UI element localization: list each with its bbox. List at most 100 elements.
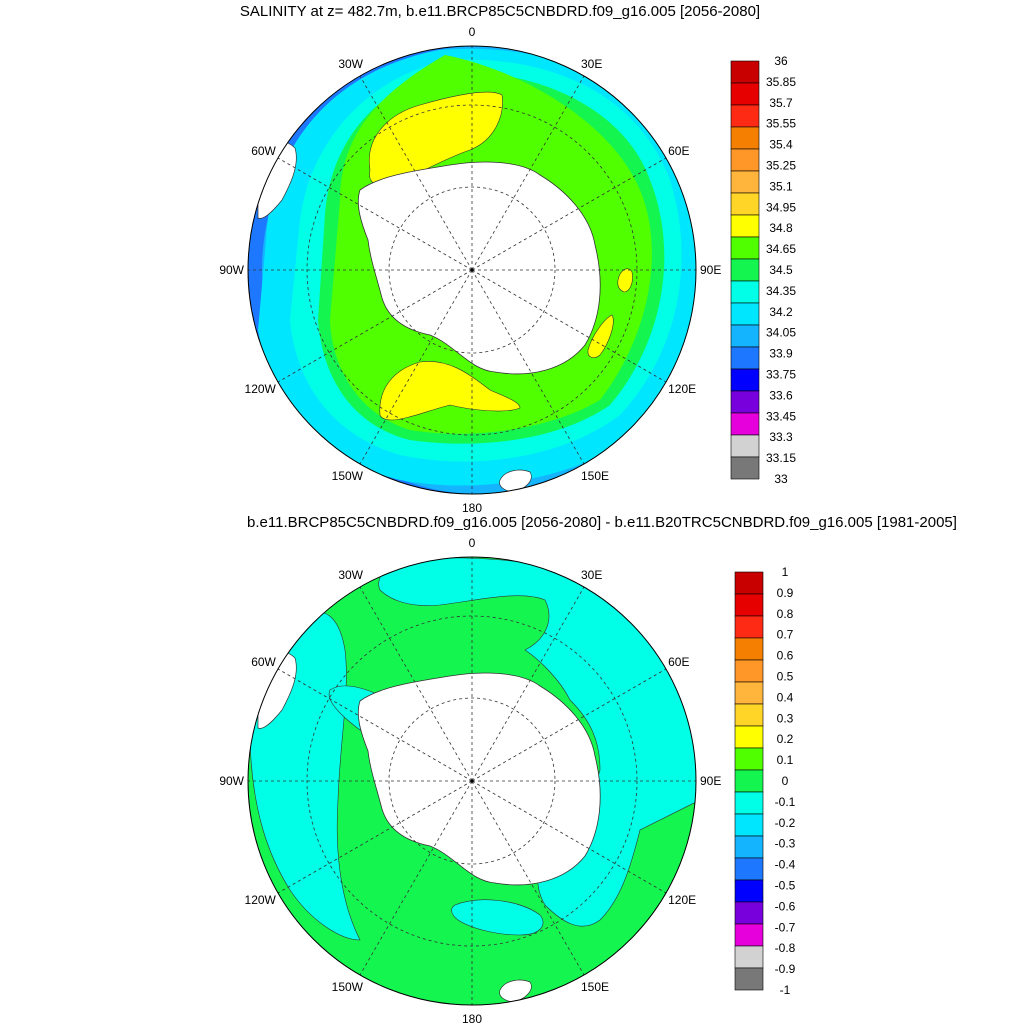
top-longitude-label: 150W <box>332 469 364 483</box>
bottom-colorbar-label: -0.7 <box>775 920 796 934</box>
bottom-longitude-labels: 0 30E 60E 90E 120E 150E 180 150W 120W 90W 60W 30W <box>219 536 721 1024</box>
top-yellow-patch-indian-2 <box>587 314 614 359</box>
top-meridian-10 <box>277 157 473 271</box>
bottom-longitude-label: 180 <box>462 1012 482 1024</box>
bottom-colorbar-label: 0.3 <box>777 711 794 725</box>
bottom-map-title: b.e11.BRCP85C5CNBDRD.f09_g16.005 [2056-2… <box>247 514 957 531</box>
top-map-title: SALINITY at z= 482.7m, b.e11.BRCP85C5CNB… <box>239 3 761 20</box>
bottom-colorbar-swatch <box>734 835 764 859</box>
bottom-polar-map <box>247 556 697 1006</box>
top-colorbar-label: 35.4 <box>769 138 793 152</box>
top-colorbar-swatch <box>730 60 760 84</box>
bottom-meridian-2 <box>471 668 667 782</box>
top-colorbar-swatch <box>730 192 760 216</box>
top-colorbar-swatch <box>730 456 760 480</box>
bottom-map-border <box>247 556 697 1006</box>
bottom-colorbar-label: -0.8 <box>775 941 796 955</box>
bottom-colorbar-swatch <box>734 615 764 639</box>
bottom-cyan-region-pacific <box>451 899 544 936</box>
top-longitude-label: 120W <box>245 382 277 396</box>
top-colorbar-label: 33.15 <box>766 451 796 465</box>
bottom-meridian-5 <box>471 780 585 976</box>
top-meridian-1 <box>471 75 585 271</box>
bottom-colorbar-label: -0.9 <box>775 962 796 976</box>
bottom-colorbar-swatch <box>734 681 764 705</box>
top-meridian-7 <box>359 269 473 465</box>
bottom-meridian-4 <box>471 780 667 894</box>
top-colorbar-label: 33.45 <box>766 409 796 423</box>
bottom-longitude-label: 30W <box>338 568 363 582</box>
bottom-colorbar-label: 0.5 <box>777 670 794 684</box>
top-colorbar-swatch <box>730 346 760 370</box>
bottom-new-zealand <box>499 979 532 1003</box>
bottom-colorbar-swatch <box>734 659 764 683</box>
top-colorbar-swatch <box>730 214 760 238</box>
top-meridian-8 <box>277 269 473 383</box>
top-colorbar-swatch <box>730 390 760 414</box>
bottom-meridian-8 <box>277 780 473 894</box>
top-colorbar-label: 33 <box>774 472 788 486</box>
bottom-colorbar-label: 0.8 <box>777 607 794 621</box>
bottom-colorbar-swatch <box>734 769 764 793</box>
bottom-longitude-label: 90W <box>219 774 244 788</box>
top-colorbar-swatch <box>730 280 760 304</box>
top-colorbar-label: 34.05 <box>766 326 796 340</box>
bottom-colorbar-label: -0.5 <box>775 879 796 893</box>
top-map-border <box>247 45 697 495</box>
bottom-longitude-label: 30E <box>581 568 602 582</box>
top-colorbar-swatch <box>730 302 760 326</box>
top-longitude-label: 60E <box>668 144 689 158</box>
top-meridian-5 <box>471 269 585 465</box>
top-colorbar-label: 35.25 <box>766 159 796 173</box>
top-colorbar-swatch <box>730 104 760 128</box>
top-longitude-label: 60W <box>251 144 276 158</box>
top-longitude-label: 90E <box>700 263 721 277</box>
bottom-antarctica <box>357 672 601 886</box>
top-colorbar-label: 33.3 <box>769 430 793 444</box>
bottom-colorbar-label: -0.1 <box>775 795 796 809</box>
bottom-colorbar-label: -0.2 <box>775 816 796 830</box>
bottom-meridian-11 <box>359 586 473 782</box>
bottom-meridian-10 <box>277 668 473 782</box>
bottom-latitude-circle-inner <box>388 697 556 865</box>
top-colorbar-swatch <box>730 82 760 106</box>
bottom-colorbar-label: -1 <box>780 983 791 997</box>
bottom-colorbar-swatch <box>734 967 764 991</box>
bottom-colorbar-label: 0 <box>782 774 789 788</box>
bottom-longitude-label: 120W <box>245 893 277 907</box>
bottom-colorbar: 1 0.9 0.8 0.7 0.6 0.5 0.4 0.3 0.2 0.1 0 -0.1 -0.2 -0.… <box>734 565 796 997</box>
top-colorbar-label: 35.7 <box>769 96 793 110</box>
top-colorbar-label: 34.2 <box>769 305 793 319</box>
bottom-colorbar-swatch <box>734 747 764 771</box>
bottom-longitude-label: 60E <box>668 655 689 669</box>
top-colorbar-label: 35.85 <box>766 75 796 89</box>
bottom-meridian-1 <box>471 586 585 782</box>
bottom-colorbar-label: 0.2 <box>777 732 794 746</box>
top-colorbar-swatch <box>730 434 760 458</box>
top-colorbar-label: 34.5 <box>769 263 793 277</box>
top-colorbar-swatch <box>730 368 760 392</box>
top-colorbar-label: 34.95 <box>766 200 796 214</box>
bottom-colorbar-swatch <box>734 813 764 837</box>
top-colorbar-swatch <box>730 324 760 348</box>
bottom-colorbar-label: -0.6 <box>775 899 796 913</box>
bottom-colorbar-label: 0.4 <box>777 690 794 704</box>
top-new-zealand <box>499 469 532 493</box>
bottom-colorbar-label: 0.6 <box>777 649 794 663</box>
top-colorbar-label: 34.35 <box>766 284 796 298</box>
bottom-longitude-label: 120E <box>668 893 696 907</box>
top-colorbar-swatch <box>730 258 760 282</box>
top-longitude-label: 90W <box>219 263 244 277</box>
bottom-colorbar-swatch <box>734 703 764 727</box>
bottom-colorbar-swatch <box>734 879 764 903</box>
top-colorbar: 36 35.85 35.7 35.55 35.4 35.25 35.1 34.95 34.8 34… <box>730 54 796 486</box>
bottom-south-pole <box>470 779 474 783</box>
top-longitude-label: 30W <box>338 57 363 71</box>
top-colorbar-swatch <box>730 170 760 194</box>
top-colorbar-swatch <box>730 412 760 436</box>
bottom-colorbar-label: -0.4 <box>775 858 796 872</box>
top-colorbar-label: 35.55 <box>766 117 796 131</box>
top-yellow-patch-pacific <box>379 361 521 421</box>
top-colorbar-label: 33.6 <box>769 388 793 402</box>
top-longitude-label: 30E <box>581 57 602 71</box>
